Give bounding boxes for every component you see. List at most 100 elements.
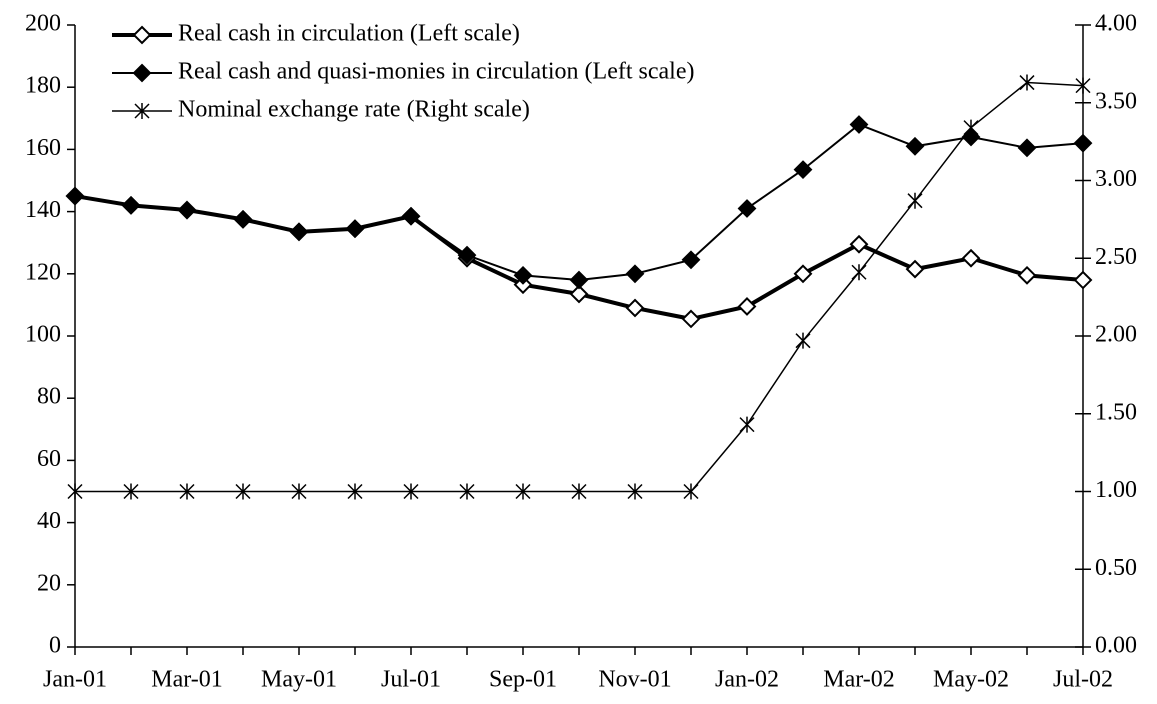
marker bbox=[683, 483, 699, 500]
marker bbox=[233, 209, 253, 229]
y2-tick-label: 4.00 bbox=[1095, 11, 1137, 37]
x-tick-label: Jul-01 bbox=[381, 667, 441, 693]
marker bbox=[291, 483, 307, 500]
marker bbox=[793, 160, 813, 180]
x-tick-label: Mar-01 bbox=[151, 667, 223, 693]
y2-tick-label: 0.00 bbox=[1095, 633, 1137, 659]
y2-tick-label: 3.50 bbox=[1095, 88, 1137, 114]
marker bbox=[289, 222, 309, 242]
marker-stroke bbox=[851, 264, 867, 281]
marker bbox=[401, 206, 421, 226]
series-line bbox=[74, 123, 1084, 282]
marker bbox=[513, 265, 533, 285]
x-tick-label: Mar-02 bbox=[823, 667, 895, 693]
legend-label: Real cash and quasi-monies in circulatio… bbox=[178, 59, 694, 85]
marker bbox=[459, 483, 475, 500]
marker bbox=[121, 195, 141, 215]
y-tick-label: 140 bbox=[25, 197, 61, 223]
marker bbox=[1073, 133, 1093, 153]
marker bbox=[851, 264, 867, 281]
marker bbox=[65, 186, 85, 206]
y-tick-label: 60 bbox=[37, 446, 61, 472]
marker-stroke bbox=[683, 483, 699, 500]
marker-stroke bbox=[1019, 74, 1035, 91]
y2-tick-label: 2.50 bbox=[1095, 244, 1137, 270]
legend-label: Real cash in circulation (Left scale) bbox=[178, 21, 520, 47]
marker-stroke bbox=[291, 483, 307, 500]
marker-stroke bbox=[907, 192, 923, 209]
legend-entry: Real cash and quasi-monies in circulatio… bbox=[112, 59, 694, 85]
marker-stroke bbox=[134, 103, 150, 119]
marker bbox=[347, 483, 363, 500]
marker bbox=[569, 270, 589, 290]
x-tick-label: Jan-02 bbox=[715, 667, 779, 693]
marker bbox=[67, 483, 83, 500]
marker bbox=[515, 483, 531, 500]
marker bbox=[963, 119, 979, 136]
marker-stroke bbox=[1075, 77, 1091, 94]
x-tick-label: May-02 bbox=[933, 667, 1009, 693]
marker bbox=[235, 483, 251, 500]
marker bbox=[739, 416, 755, 433]
marker bbox=[132, 25, 152, 45]
legend-entry: Nominal exchange rate (Right scale) bbox=[112, 97, 530, 123]
marker bbox=[1017, 265, 1037, 285]
y2-tick-label: 3.00 bbox=[1095, 166, 1137, 192]
y2-tick-label: 0.50 bbox=[1095, 555, 1137, 581]
marker bbox=[1017, 138, 1037, 158]
marker-stroke bbox=[123, 483, 139, 500]
marker-stroke bbox=[963, 119, 979, 136]
marker bbox=[793, 264, 813, 284]
marker-stroke bbox=[67, 483, 83, 500]
marker bbox=[625, 298, 645, 318]
marker bbox=[907, 192, 923, 209]
y-tick-label: 180 bbox=[25, 73, 61, 99]
marker bbox=[177, 200, 197, 220]
y-tick-label: 20 bbox=[37, 570, 61, 596]
marker bbox=[457, 245, 477, 265]
y-tick-label: 0 bbox=[49, 633, 61, 659]
x-tick-label: May-01 bbox=[261, 667, 337, 693]
y2-tick-label: 1.00 bbox=[1095, 477, 1137, 503]
marker bbox=[1019, 74, 1035, 91]
marker bbox=[1073, 270, 1093, 290]
marker bbox=[132, 63, 152, 83]
marker bbox=[345, 219, 365, 239]
marker-stroke bbox=[627, 483, 643, 500]
marker bbox=[179, 483, 195, 500]
marker-stroke bbox=[571, 483, 587, 500]
y-tick-label: 40 bbox=[37, 508, 61, 534]
marker bbox=[569, 284, 589, 304]
y-tick-label: 200 bbox=[25, 11, 61, 37]
marker bbox=[905, 136, 925, 156]
marker bbox=[737, 297, 757, 316]
x-tick-label: Nov-01 bbox=[598, 667, 671, 693]
marker-stroke bbox=[347, 483, 363, 500]
marker-stroke bbox=[235, 483, 251, 500]
marker bbox=[961, 127, 981, 147]
marker bbox=[625, 264, 645, 284]
marker-stroke bbox=[739, 416, 755, 433]
y-tick-label: 120 bbox=[25, 259, 61, 285]
marker bbox=[123, 483, 139, 500]
marker bbox=[627, 483, 643, 500]
y-tick-label: 160 bbox=[25, 135, 61, 161]
marker bbox=[681, 309, 701, 329]
marker bbox=[737, 199, 757, 218]
x-tick-label: Jan-01 bbox=[43, 667, 107, 693]
marker bbox=[905, 259, 925, 279]
y-tick-label: 80 bbox=[37, 384, 61, 410]
marker bbox=[681, 250, 701, 270]
marker bbox=[571, 483, 587, 500]
marker-stroke bbox=[459, 483, 475, 500]
y2-tick-label: 2.00 bbox=[1095, 322, 1137, 348]
marker bbox=[134, 103, 150, 119]
marker bbox=[1075, 77, 1091, 94]
marker-stroke bbox=[179, 483, 195, 500]
marker bbox=[849, 115, 869, 134]
marker bbox=[795, 332, 811, 349]
marker bbox=[849, 234, 869, 254]
marker bbox=[403, 483, 419, 500]
y2-tick-label: 1.50 bbox=[1095, 399, 1137, 425]
